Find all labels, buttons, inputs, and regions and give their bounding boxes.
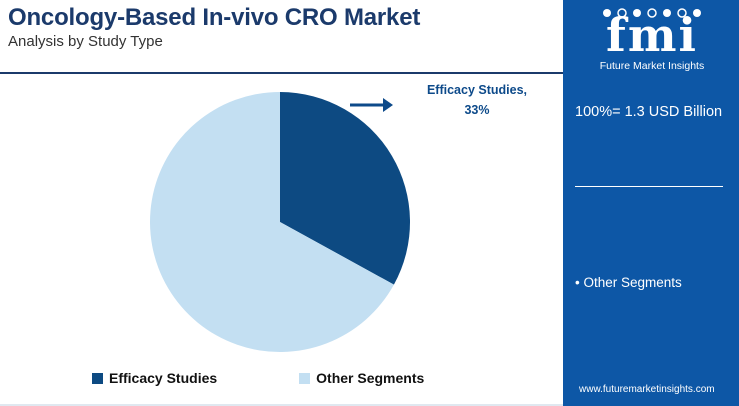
sidebar-divider (575, 186, 723, 187)
pie-slice-efficacy-studies (280, 92, 410, 285)
logo-ornament-icon (603, 8, 701, 18)
slice-data-label-name: Efficacy Studies, (426, 83, 528, 97)
legend-item-other: Other Segments (299, 370, 424, 386)
callout-arrow (350, 98, 393, 112)
chart-legend: Efficacy Studies Other Segments (92, 370, 506, 386)
footer-line (0, 404, 563, 406)
legend-swatch-efficacy (92, 372, 103, 384)
legend-label-other: Other Segments (316, 370, 425, 386)
slice-data-label: Efficacy Studies, 33% (412, 80, 542, 120)
market-total: 100%= 1.3 USD Billion (575, 104, 723, 120)
legend-label-efficacy: Efficacy Studies (109, 370, 218, 386)
page-title: Oncology-Based In-vivo CRO Market (8, 4, 421, 31)
header-divider (0, 72, 563, 74)
legend-swatch-other (299, 372, 311, 384)
website-link[interactable]: www.futuremarketinsights.com (579, 384, 715, 395)
pie-chart (149, 92, 410, 352)
info-sidebar: fmi Future Market Insights 100%= 1.3 USD… (563, 0, 739, 406)
pie-slice-other-segments (149, 92, 394, 352)
other-segments-note: • Other Segments (575, 275, 682, 290)
fmi-logo: fmi Future Market Insights (577, 6, 727, 72)
logo-subtitle: Future Market Insights (599, 60, 705, 72)
legend-item-efficacy: Efficacy Studies (92, 370, 217, 386)
logo-wordmark: fmi (606, 8, 698, 62)
page-subtitle: Analysis by Study Type (8, 33, 163, 50)
slice-data-label-value: 33% (464, 103, 490, 117)
